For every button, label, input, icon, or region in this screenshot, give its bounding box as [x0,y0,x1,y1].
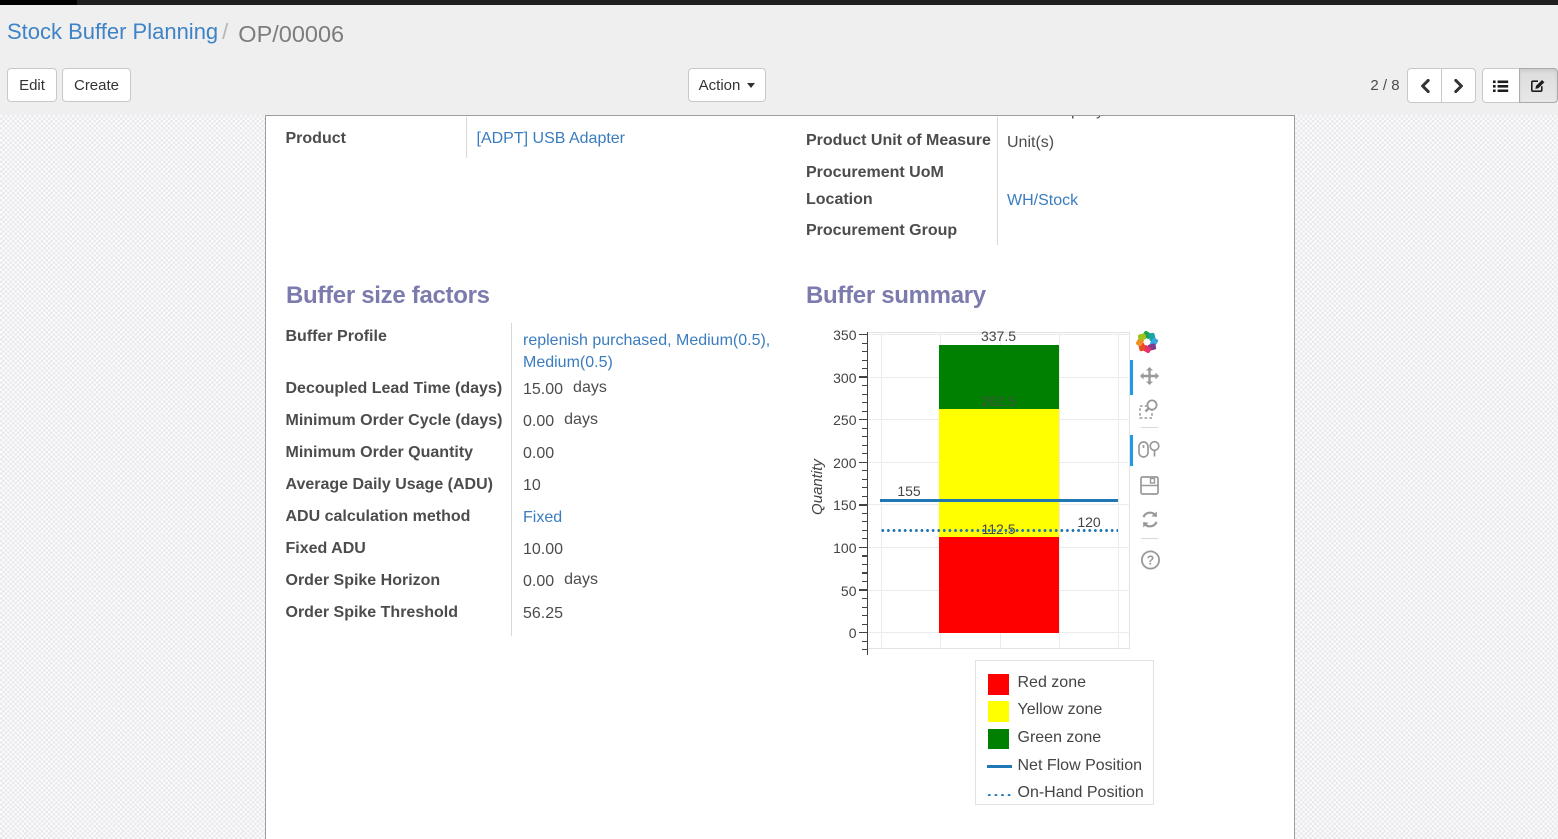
svg-text:?: ? [1146,554,1154,568]
